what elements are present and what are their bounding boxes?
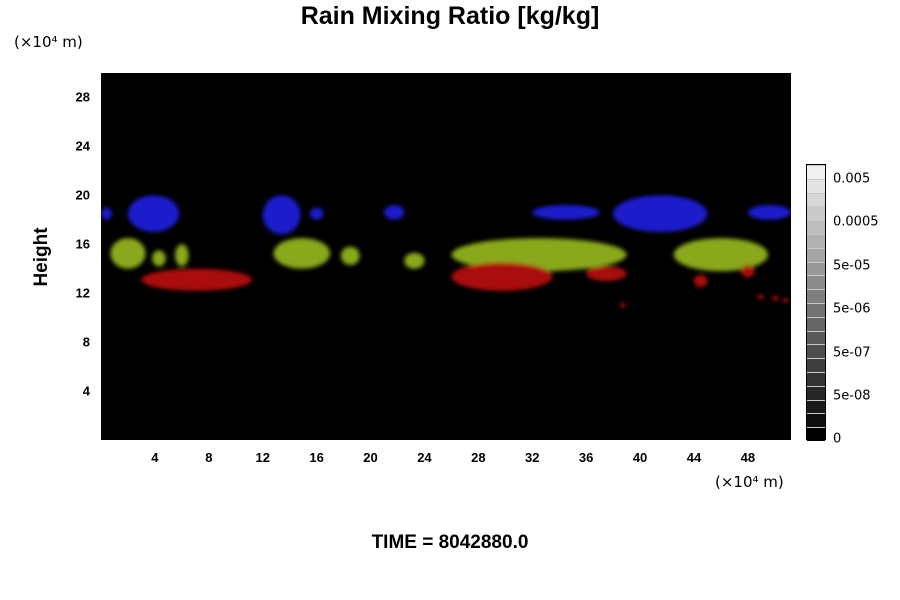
chart-title: Rain Mixing Ratio [kg/kg]	[300, 2, 600, 30]
colorbar-level	[807, 165, 825, 179]
x-tick-label: 12	[255, 450, 270, 465]
y-tick-label: 24	[75, 138, 90, 154]
time-label: TIME = 8042880.0	[371, 532, 529, 553]
y-tick-label: 4	[82, 383, 90, 399]
rain-region	[309, 207, 324, 220]
rain-region	[619, 302, 626, 308]
colorbar-level	[807, 344, 825, 359]
y-tick-label: 20	[75, 187, 90, 203]
y-axis-unit: (×10⁴ m)	[14, 33, 83, 51]
colorbar-level	[807, 358, 825, 372]
rain-region	[772, 295, 779, 301]
rain-region	[262, 195, 301, 235]
colorbar-level	[807, 178, 825, 193]
rain-region	[613, 195, 708, 233]
colorbar-level	[807, 206, 825, 221]
x-tick-label: 28	[471, 450, 486, 465]
rain-region	[673, 238, 769, 272]
colorbar-level	[807, 316, 825, 331]
rain-region	[741, 265, 755, 278]
x-tick-label: 20	[363, 450, 378, 465]
rain-region	[693, 274, 708, 288]
plot-area	[101, 73, 791, 440]
x-tick-label: 44	[686, 450, 702, 465]
colorbar-level	[807, 234, 825, 248]
colorbar-tick-label: 0.0005	[833, 214, 879, 230]
x-tick-label: 36	[578, 450, 594, 465]
colorbar-level	[807, 413, 825, 428]
rain-region	[782, 298, 789, 303]
rain-region	[532, 205, 600, 220]
colorbar-tick-label: 5e-05	[833, 258, 871, 274]
rain-region	[451, 262, 553, 291]
y-axis-label: Height	[31, 227, 52, 287]
x-tick-label: 48	[740, 450, 756, 465]
colorbar-level	[807, 330, 825, 345]
colorbar-tick-label: 0.005	[833, 171, 871, 187]
rain-region	[101, 207, 112, 220]
colorbar-tick-label: 5e-08	[833, 388, 871, 404]
colorbar-level	[807, 427, 825, 441]
colorbar-level	[807, 289, 825, 303]
colorbar-level	[807, 385, 825, 400]
rain-region	[384, 205, 405, 220]
colorbar-level	[807, 303, 825, 317]
x-tick-label: 32	[525, 450, 540, 465]
rain-region	[586, 266, 627, 281]
rain-region	[175, 244, 189, 267]
x-axis-unit: (×10⁴ m)	[715, 473, 784, 491]
rain-region	[127, 195, 180, 233]
y-tick-label: 16	[75, 236, 90, 252]
x-tick-label: 8	[205, 450, 213, 465]
colorbar-level	[807, 275, 825, 290]
x-tick-label: 16	[309, 450, 324, 465]
y-tick-label: 28	[75, 89, 90, 105]
colorbar-level	[807, 399, 825, 414]
x-tick-label: 40	[632, 450, 648, 465]
colorbar	[806, 164, 826, 441]
y-tick-label: 12	[75, 285, 90, 301]
rain-region	[340, 246, 360, 266]
heatmap-canvas	[101, 195, 791, 308]
colorbar-level	[807, 192, 825, 207]
colorbar-level	[807, 372, 825, 386]
rain-region	[404, 252, 425, 269]
rain-region	[141, 268, 252, 291]
colorbar-level	[807, 220, 825, 234]
rain-region	[273, 238, 331, 269]
rain-region	[110, 238, 146, 269]
rain-region	[152, 250, 166, 267]
colorbar-tick-label: 5e-07	[833, 345, 871, 361]
colorbar-level	[807, 261, 825, 276]
rain-region	[747, 205, 791, 220]
x-tick-label: 24	[417, 450, 432, 465]
colorbar-level	[807, 247, 825, 262]
colorbar-tick-label: 0	[833, 431, 842, 447]
rain-region	[757, 294, 765, 300]
y-tick-label: 8	[82, 334, 90, 350]
colorbar-tick-label: 5e-06	[833, 301, 871, 317]
x-tick-label: 4	[151, 450, 159, 465]
